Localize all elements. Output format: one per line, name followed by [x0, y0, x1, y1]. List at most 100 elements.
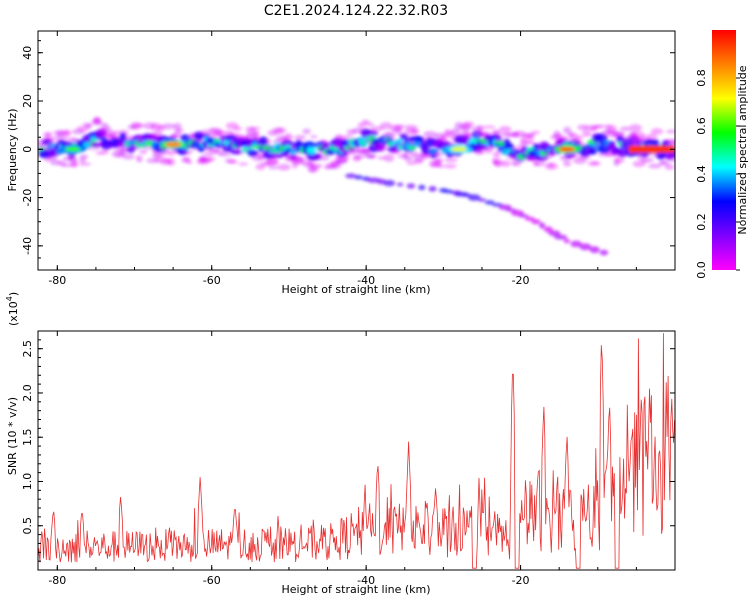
heat-cell — [102, 125, 112, 134]
heat-cell — [492, 151, 502, 158]
heat-cell — [203, 151, 215, 156]
heat-cell — [485, 148, 493, 154]
heat-cell — [484, 200, 495, 205]
heat-ridge — [628, 145, 675, 153]
heat-cell — [365, 122, 375, 127]
chart-title: C2E1.2024.124.22.32.R03 — [264, 3, 448, 19]
heat-cell — [61, 163, 73, 168]
heat-cell — [582, 129, 592, 138]
heat-cell — [45, 131, 53, 137]
heat-cell — [383, 179, 396, 187]
heat-cell — [440, 133, 447, 142]
spectrogram-y-tick-label: -20 — [21, 189, 34, 207]
spectrogram-y-tick-label: 40 — [21, 46, 34, 60]
heat-cell — [285, 132, 292, 139]
heat-cell — [238, 162, 249, 166]
heat-cell — [354, 175, 363, 180]
heat-cell — [376, 145, 385, 153]
snr-x-tick-label: -60 — [203, 574, 221, 587]
heat-cell — [543, 226, 553, 233]
heat-cell — [658, 161, 671, 166]
heat-cell — [233, 126, 243, 131]
heat-cell — [444, 158, 458, 163]
heat-cell — [511, 209, 524, 217]
heat-cell — [406, 183, 416, 189]
heat-cell — [492, 130, 500, 134]
heat-cell — [410, 128, 420, 134]
heat-cell — [443, 164, 457, 169]
snr-x-tick-label: -20 — [512, 574, 530, 587]
heat-cell — [520, 136, 534, 145]
heat-cell — [462, 121, 475, 127]
heat-cell — [289, 150, 297, 155]
heat-cell — [331, 162, 338, 170]
heat-cell — [403, 156, 414, 162]
spectrogram-x-tick-label: -20 — [512, 274, 530, 287]
heat-cell — [393, 124, 406, 129]
snr-y-tick-label: 1.0 — [21, 473, 34, 491]
heat-cell — [477, 198, 487, 202]
heat-cell — [132, 123, 145, 128]
heat-cell — [591, 161, 599, 165]
heat-cell — [277, 163, 291, 171]
heat-cell — [399, 134, 409, 141]
snr-frame — [37, 330, 676, 571]
spectrogram-y-tick-label: 20 — [21, 94, 34, 108]
heat-cell — [69, 162, 79, 167]
colorbar-gradient — [712, 30, 736, 270]
heat-cell — [302, 128, 311, 134]
heat-cell — [599, 249, 609, 256]
heat-cell — [574, 135, 583, 141]
heat-cell — [518, 214, 529, 218]
snr-ticks: -80 -60 -40 -20 0.5 1.0 1.5 2.0 2.5 — [21, 331, 676, 587]
colorbar-tick-label: 0.0 — [695, 261, 708, 279]
heat-cell — [482, 125, 496, 129]
heat-cell — [434, 158, 444, 163]
heat-cell — [294, 135, 307, 140]
heat-cell — [428, 148, 440, 154]
heat-cell — [589, 246, 600, 254]
heat-cell — [498, 204, 512, 211]
heat-cell — [353, 155, 364, 160]
spectrogram-xlabel: Height of straight line (km) — [281, 283, 430, 296]
heat-cell — [334, 155, 348, 164]
heat-cell — [114, 147, 129, 152]
spectrogram-x-tick-label: -60 — [203, 274, 221, 287]
heat-cell — [267, 166, 279, 170]
heat-cell — [276, 128, 284, 134]
heat-cell — [646, 158, 654, 163]
spectrogram-x-tick-label: -80 — [48, 274, 66, 287]
spectrogram-frame — [37, 30, 676, 271]
snr-multiplier-base: (x10 — [7, 301, 20, 326]
colorbar-ticks: 0.0 0.2 0.4 0.6 0.8 — [695, 69, 740, 279]
heat-cell — [579, 243, 592, 251]
heat-cell — [173, 130, 182, 139]
heat-cell — [249, 126, 261, 130]
heat-cell — [208, 127, 216, 133]
heat-cell — [345, 173, 357, 179]
heat-cell — [135, 155, 143, 160]
snr-y-tick-label: 2.0 — [21, 384, 34, 402]
heat-cell — [308, 147, 316, 155]
heat-cell — [526, 132, 535, 138]
svg-text:(x104): (x104) — [5, 292, 20, 326]
heat-cell — [402, 152, 409, 158]
colorbar-label: Normalized spectral amplitude — [736, 65, 749, 234]
heat-cell — [227, 159, 239, 164]
heat-cell — [418, 184, 426, 191]
heat-cell — [651, 139, 660, 148]
snr-series-line — [38, 333, 675, 569]
heat-cell — [648, 163, 662, 169]
heat-cell — [423, 130, 437, 138]
colorbar-tick-label: 0.8 — [695, 69, 708, 87]
heat-cell — [563, 238, 571, 244]
heat-cell — [617, 148, 629, 158]
heat-cell — [449, 128, 461, 136]
heat-cell — [68, 156, 78, 163]
heat-cell — [64, 131, 71, 136]
heat-cell — [569, 152, 580, 156]
heat-cell — [552, 133, 563, 139]
heat-cell — [136, 158, 143, 163]
heat-cell — [513, 162, 522, 167]
